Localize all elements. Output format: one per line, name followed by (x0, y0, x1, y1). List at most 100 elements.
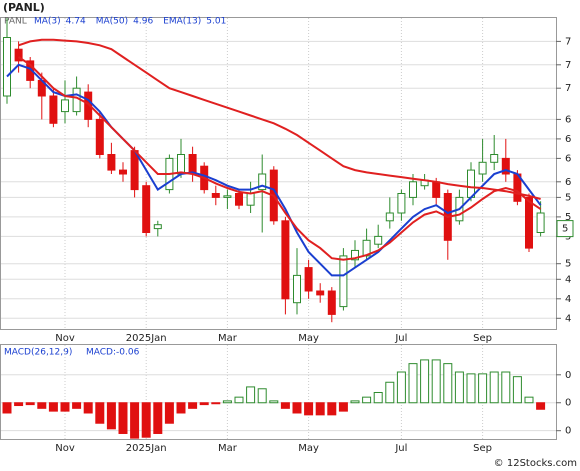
macd-bar (327, 402, 337, 416)
macd-bar (466, 373, 476, 404)
macd-bar (408, 363, 418, 404)
y-tick-label: 0 (565, 426, 571, 437)
candle-body (316, 290, 325, 296)
candle-body (467, 169, 475, 198)
x-tick-label: Mar (218, 333, 238, 344)
y-tick-label: 4 (565, 313, 571, 324)
candle-body (177, 154, 185, 175)
y-tick-label: 5 (565, 192, 571, 203)
macd-bar (37, 402, 47, 409)
legend-name: MA(50) (96, 17, 128, 27)
ma-line (18, 38, 541, 200)
candle-body (258, 173, 267, 191)
last-price-box (556, 220, 574, 238)
candle-body (374, 235, 383, 245)
x-tick-label: Jul (394, 333, 407, 344)
y-tick-label: 6 (565, 114, 571, 125)
macd-bar (60, 402, 70, 412)
candle-body (432, 181, 441, 198)
macd-bar (512, 376, 522, 404)
macd-bar (350, 400, 360, 404)
candle-body (3, 37, 11, 97)
macd-bar (280, 402, 290, 409)
macd-bar (536, 402, 546, 410)
macd-bar (431, 359, 441, 404)
macd-bar (222, 400, 232, 404)
candle-body (95, 118, 104, 155)
candle-body (26, 60, 35, 81)
candle-body (142, 185, 151, 233)
legend-name: EMA(13) (163, 17, 201, 27)
macd-bar (304, 402, 314, 416)
x-tick-label: Mar (218, 443, 238, 454)
macd-bar (188, 402, 198, 409)
macd-bar (489, 371, 499, 404)
chart-title: (PANL) (3, 1, 45, 14)
candle-body (293, 274, 301, 304)
candle-body (501, 157, 510, 175)
y-tick-label: 4 (565, 274, 571, 285)
candle-body (235, 193, 243, 206)
macd-bar (420, 359, 430, 404)
macd-bar (211, 402, 221, 405)
x-tick-label: 2025Jan (126, 443, 167, 454)
x-tick-label: 2025Jan (126, 333, 167, 344)
x-tick-label: Sep (473, 333, 492, 344)
macd-bar (83, 402, 93, 414)
macd-bar (501, 371, 511, 404)
macd-bar (14, 402, 24, 407)
macd-bar (454, 371, 464, 404)
y-tick-label: 0 (565, 370, 571, 381)
x-tick-label: Jul (394, 443, 407, 454)
candle-body (304, 267, 313, 292)
macd-bar (141, 402, 151, 438)
macd-bar (95, 402, 105, 424)
macd-bar (72, 402, 82, 409)
macd-bar (396, 371, 406, 404)
macd-bar (524, 396, 534, 404)
candle-body (409, 181, 417, 198)
macd-last: MACD:-0.06 (86, 348, 140, 358)
candle-body (397, 193, 406, 214)
footer: © 12Stocks.com (494, 458, 577, 469)
y-tick-label: 6 (565, 177, 571, 188)
macd-bar (246, 386, 256, 404)
ticker: PANL (4, 17, 27, 27)
candle-body (153, 224, 162, 230)
candle-body (339, 255, 348, 308)
candle-body (223, 195, 232, 198)
macd-bar (48, 402, 58, 412)
candle-body (61, 99, 69, 113)
x-tick-label: May (298, 443, 319, 454)
candle-body (107, 154, 116, 171)
macd-bar (338, 402, 348, 412)
macd-bar (362, 396, 372, 404)
candle-body (246, 193, 255, 206)
legend-value: 5.01 (206, 17, 226, 27)
macd-bar (269, 400, 279, 404)
x-tick-label: May (298, 333, 319, 344)
x-tick-label: Sep (473, 443, 492, 454)
macd-bar (164, 402, 174, 424)
y-tick-label: 7 (565, 36, 571, 47)
y-tick-label: 7 (565, 83, 571, 94)
candle-body (49, 95, 58, 124)
x-tick-label: Nov (55, 443, 75, 454)
y-tick-label: 7 (565, 60, 571, 71)
macd-bar (234, 396, 244, 404)
y-tick-label: 4 (565, 294, 571, 305)
candle-body (385, 212, 394, 222)
macd-bar (199, 402, 209, 406)
macd-bar (25, 402, 35, 406)
candle-body (84, 91, 93, 120)
candle-body (327, 290, 336, 315)
main-panel (0, 17, 557, 330)
macd-legend: MACD(26,12,9) (4, 348, 72, 358)
macd-bar (153, 402, 163, 434)
macd-bar (2, 402, 12, 414)
y-tick-label: 0 (565, 398, 571, 409)
candle-body (119, 169, 127, 175)
candle-body (281, 220, 290, 300)
ma-line (18, 56, 542, 261)
